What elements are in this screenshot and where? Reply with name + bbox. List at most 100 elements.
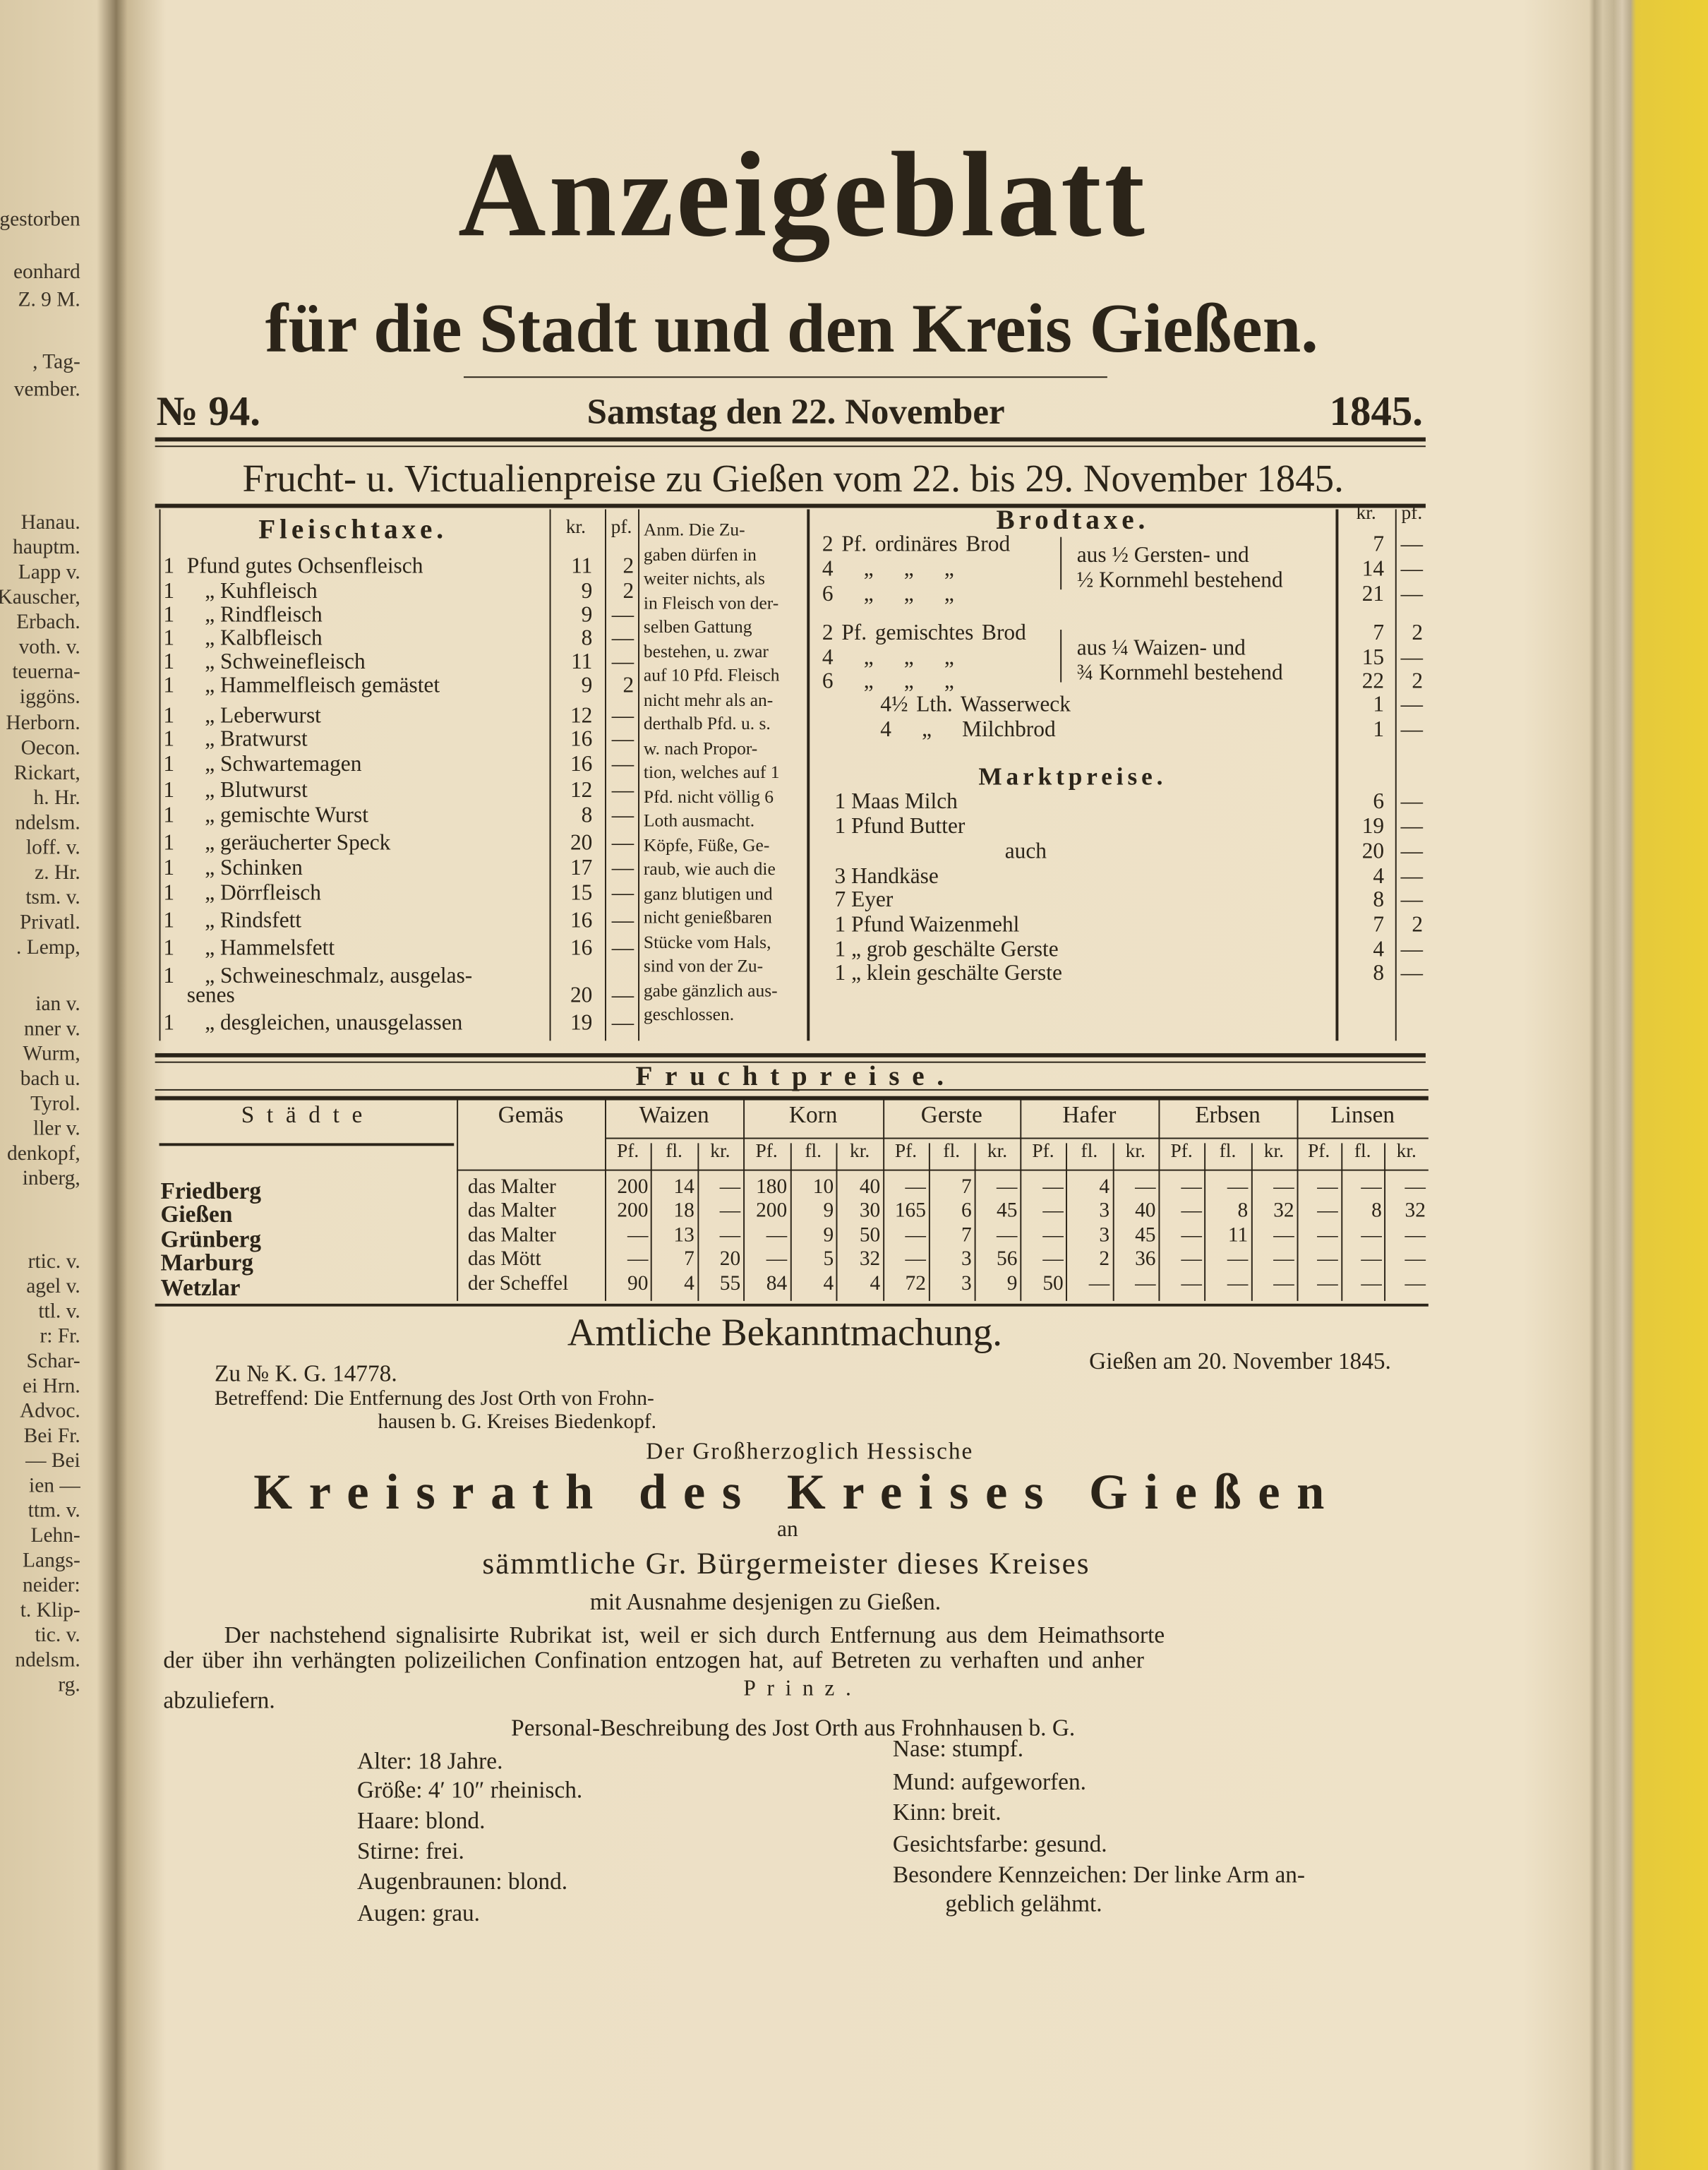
price: 165 (894, 1199, 926, 1223)
price: 45 (1135, 1225, 1156, 1247)
rule (1297, 1097, 1299, 1301)
note-line: nicht genießbaren (643, 906, 772, 928)
facing-page-fragment: Privatl. (19, 911, 80, 935)
price-pf: — (1400, 840, 1424, 864)
price: 2 (1099, 1248, 1110, 1271)
subcolumn-header: fl. (1081, 1141, 1098, 1163)
rule (638, 509, 640, 1041)
item: „ Blutwurst (205, 779, 308, 803)
price-kr: 7 (1373, 621, 1385, 645)
description-item: Stirne: frei. (356, 1838, 464, 1864)
facing-page-fragment: ller v. (33, 1118, 80, 1141)
section-heading: Brodtaxe. (996, 505, 1150, 536)
price-pf: 2 (1412, 621, 1424, 645)
price-pf: — (1400, 865, 1424, 889)
rule (155, 1303, 1429, 1307)
rule (790, 1143, 792, 1301)
rule (697, 1143, 699, 1301)
note-line: Stücke vom Hals, (643, 930, 771, 952)
price-pf: — (611, 1012, 635, 1036)
facing-page-fragment: t. Klip- (20, 1600, 80, 1622)
price-kr: 9 (581, 580, 593, 604)
price: 6 (961, 1199, 972, 1223)
note-line: raub, wie auch die (643, 858, 776, 879)
subcolumn-header: fl. (666, 1141, 682, 1163)
subcolumn-header: Pf. (1170, 1141, 1193, 1163)
price-pf: — (611, 881, 635, 906)
rule (155, 1096, 1429, 1101)
facing-page-fragment: r: Fr. (40, 1326, 80, 1348)
quantity: 1 (163, 832, 175, 856)
facing-page-fragment: Rickart, (13, 762, 80, 785)
price: — (1042, 1176, 1064, 1199)
measure: das Malter (467, 1176, 556, 1199)
price-pf: — (611, 704, 635, 729)
price: — (1405, 1248, 1426, 1271)
note-line: w. nach Propor- (643, 736, 758, 758)
price-kr: 19 (1361, 815, 1385, 839)
price: — (1317, 1225, 1338, 1247)
description-item: Haare: blond. (356, 1807, 486, 1834)
rule (1112, 1143, 1114, 1301)
price: 72 (905, 1273, 926, 1296)
rule (883, 1097, 885, 1301)
price: — (1227, 1273, 1249, 1296)
price: 50 (1042, 1273, 1064, 1296)
item: 6 „ „ „ (822, 669, 954, 694)
quantity: 1 (163, 937, 175, 961)
issue-year: 1845. (1329, 388, 1424, 435)
item: 1 „ grob geschälte Gerste (834, 938, 1059, 962)
price: — (719, 1199, 741, 1223)
price: — (1135, 1273, 1156, 1296)
price-kr: 20 (570, 983, 593, 1008)
price-pf: — (611, 832, 635, 856)
price: — (1227, 1248, 1249, 1271)
price: — (996, 1176, 1018, 1199)
price-kr: 17 (570, 856, 593, 880)
price: — (1042, 1248, 1064, 1271)
masthead-title: Anzeigeblatt (458, 128, 1148, 263)
price-pf: — (611, 779, 635, 803)
rule (651, 1143, 653, 1301)
price-pf: — (611, 627, 635, 651)
description-item: Nase: stumpf. (892, 1735, 1024, 1762)
price-pf: 2 (1412, 669, 1424, 694)
price: — (1405, 1225, 1426, 1247)
column-header: Waizen (639, 1101, 709, 1128)
note-line: selben Gattung (643, 616, 752, 637)
price-kr: 12 (570, 704, 593, 729)
description-item: Mund: aufgeworfen. (892, 1768, 1086, 1795)
facing-page-fragment: ei Hrn. (23, 1375, 80, 1398)
measure: das Malter (467, 1225, 556, 1247)
issue-number: № 94. (156, 388, 260, 435)
price: 56 (996, 1248, 1018, 1271)
price: 9 (1006, 1273, 1018, 1296)
facing-page-fragment: iggöns. (19, 686, 80, 709)
price: 30 (859, 1199, 881, 1223)
price: 200 (617, 1199, 649, 1223)
section-heading: Fruchtpreise. (635, 1061, 956, 1092)
subcolumn-header: Pf. (617, 1141, 639, 1163)
price: 18 (673, 1199, 694, 1223)
price: 32 (859, 1248, 881, 1271)
price-kr: 1 (1373, 718, 1385, 742)
price: — (1088, 1273, 1110, 1296)
facing-page-fragment: Bei Fr. (23, 1425, 80, 1448)
price: — (1361, 1273, 1382, 1296)
item: Pfund gutes Ochsenfleisch (186, 555, 423, 579)
price: — (1361, 1176, 1382, 1199)
sender: Der Großherzoglich Hessische (646, 1437, 974, 1465)
rule (1251, 1143, 1253, 1301)
facing-page-fragment: agel v. (26, 1276, 80, 1298)
quantity: 1 (163, 964, 175, 988)
description-item: Kinn: breit. (892, 1799, 1002, 1826)
rule (1340, 1143, 1342, 1301)
quantity: 1 (163, 909, 175, 933)
price-pf: 2 (1412, 913, 1424, 937)
note-line: tion, welches auf 1 (643, 761, 780, 782)
price-pf: — (1400, 693, 1424, 717)
item: „ Rindsfett (205, 909, 302, 933)
rule (1158, 1097, 1160, 1301)
price: 3 (961, 1273, 972, 1296)
price-pf: — (611, 937, 635, 961)
